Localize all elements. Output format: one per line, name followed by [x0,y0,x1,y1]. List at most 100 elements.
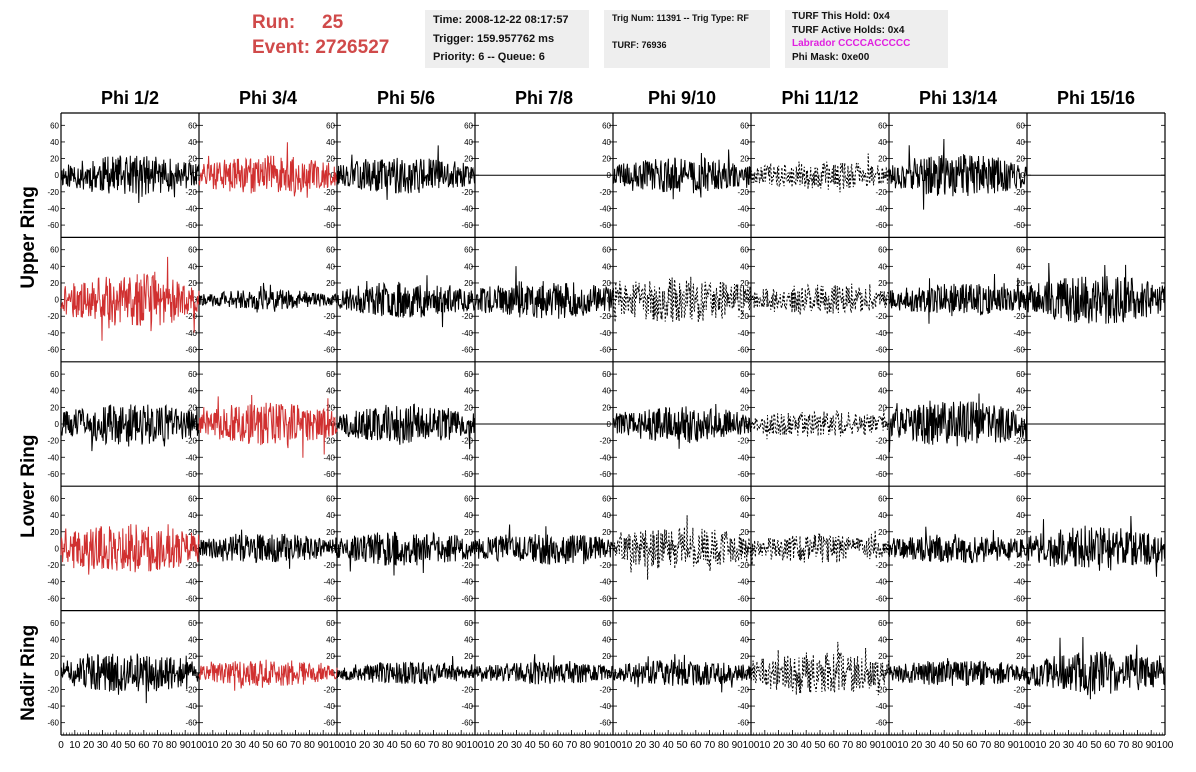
waveform-trace [750,283,890,315]
x-tick-label: 40 [939,740,951,751]
y-tick-label: -60 [1013,221,1025,230]
y-tick-label: -60 [461,594,473,603]
x-tick-label: 0 [58,740,64,751]
y-tick-label: -60 [185,470,197,479]
y-tick-label: -20 [47,188,59,197]
y-tick-label: 20 [50,403,59,412]
x-tick-label: 50 [400,740,412,751]
y-tick-label: -40 [1013,578,1025,587]
waveform-trace [612,654,752,693]
y-tick-label: -60 [47,594,59,603]
y-tick-label: -20 [875,685,887,694]
y-tick-label: -60 [875,719,887,728]
y-tick-label: 20 [50,279,59,288]
x-tick-label: 50 [676,740,688,751]
y-tick-label: -40 [875,578,887,587]
y-tick-label: -20 [461,561,473,570]
priority-text: Priority: 6 -- Queue: 6 [433,51,545,63]
y-tick-label: 20 [602,155,611,164]
waveform-trace [336,403,476,450]
y-tick-label: -20 [461,312,473,321]
y-tick-label: 0 [745,296,750,305]
y-tick-label: -60 [185,345,197,354]
x-tick-label: 30 [373,740,385,751]
column-header: Phi 11/12 [781,88,858,108]
y-tick-label: -60 [185,719,197,728]
waveform-trace [474,524,614,565]
y-tick-label: -60 [323,719,335,728]
y-tick-label: 20 [50,155,59,164]
y-tick-label: 60 [878,619,887,628]
y-tick-label: 60 [878,370,887,379]
y-tick-label: -40 [323,578,335,587]
x-tick-label: 50 [814,740,826,751]
turf-active-text: TURF Active Holds: 0x4 [792,24,905,36]
y-tick-label: 40 [50,387,59,396]
y-tick-label: 40 [50,262,59,271]
x-tick-label: 70 [566,740,578,751]
y-tick-label: 40 [464,387,473,396]
waveform-trace [60,404,200,452]
y-tick-label: 20 [878,279,887,288]
waveform-trace [336,145,476,200]
y-tick-label: -20 [47,685,59,694]
x-tick-label: 90 [594,740,606,751]
y-tick-label: -20 [599,312,611,321]
y-tick-label: -20 [599,685,611,694]
y-tick-label: 40 [188,511,197,520]
x-tick-label: 20 [773,740,785,751]
y-tick-label: 60 [188,246,197,255]
waveform-trace [750,641,890,696]
y-tick-label: -60 [47,345,59,354]
y-tick-label: -20 [185,561,197,570]
event-value: 2726527 [315,37,390,58]
y-tick-label: -20 [875,312,887,321]
y-tick-label: 0 [55,420,60,429]
y-tick-label: 40 [326,138,335,147]
y-tick-label: 0 [883,296,888,305]
y-tick-label: -60 [323,470,335,479]
y-tick-label: -40 [47,702,59,711]
y-tick-label: 60 [50,619,59,628]
x-tick-label: 90 [1146,740,1158,751]
x-tick-label: 70 [428,740,440,751]
x-tick-label: 100 [881,740,898,751]
y-tick-label: -40 [323,329,335,338]
x-tick-label: 10 [897,740,909,751]
waveform-trace [888,393,1028,453]
y-tick-label: 40 [740,138,749,147]
x-tick-label: 20 [1049,740,1061,751]
x-tick-label: 60 [552,740,564,751]
x-tick-label: 70 [980,740,992,751]
y-tick-label: 40 [602,138,611,147]
y-tick-label: -20 [323,561,335,570]
y-tick-label: -60 [461,345,473,354]
y-tick-label: -40 [875,329,887,338]
y-tick-label: 40 [878,636,887,645]
y-tick-label: -60 [875,594,887,603]
x-tick-label: 80 [580,740,592,751]
x-tick-label: 50 [538,740,550,751]
y-tick-label: -60 [599,470,611,479]
y-tick-label: -20 [1013,437,1025,446]
waveform-trace [60,155,200,204]
y-tick-label: -40 [185,329,197,338]
y-tick-label: -20 [323,312,335,321]
y-tick-label: -40 [185,578,197,587]
y-tick-label: 20 [464,155,473,164]
y-tick-label: 40 [50,636,59,645]
x-tick-label: 30 [649,740,661,751]
y-tick-label: 0 [1021,171,1026,180]
x-tick-label: 60 [690,740,702,751]
x-tick-label: 20 [221,740,233,751]
x-tick-label: 100 [329,740,346,751]
y-tick-label: -60 [737,470,749,479]
y-tick-label: -20 [185,312,197,321]
y-tick-label: -20 [1013,561,1025,570]
y-tick-label: -40 [599,453,611,462]
y-tick-label: -60 [323,221,335,230]
x-tick-label: 40 [525,740,537,751]
waveform-trace [612,276,752,323]
y-tick-label: 20 [188,155,197,164]
x-tick-label: 100 [743,740,760,751]
